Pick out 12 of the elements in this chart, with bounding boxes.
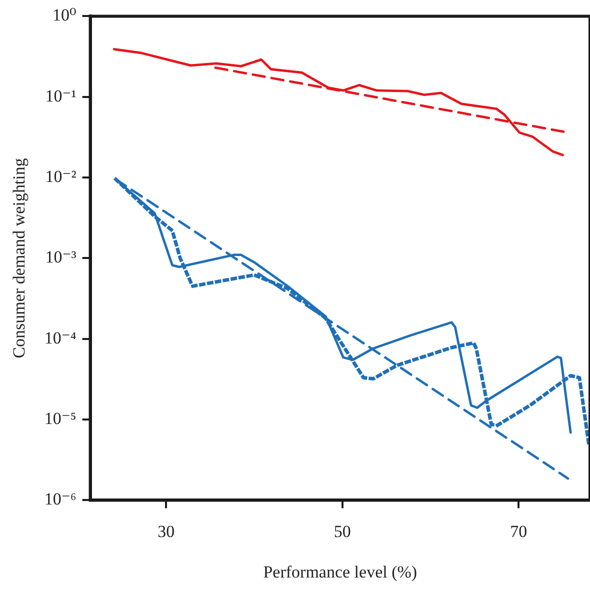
- y-tick-label: 10⁻²: [45, 167, 76, 186]
- y-axis-title: Consumer demand weighting: [10, 158, 29, 358]
- y-tick-label: 10⁻⁴: [44, 328, 76, 348]
- x-tick-label: 70: [510, 522, 528, 541]
- x-tick-label: 50: [334, 522, 351, 541]
- y-tick-label: 10⁻³: [45, 248, 76, 267]
- x-axis-title: Performance level (%): [263, 562, 418, 582]
- y-tick-label: 10⁻⁵: [44, 409, 76, 428]
- y-tick-label: 10⁻⁶: [44, 490, 76, 509]
- x-tick-label: 30: [158, 522, 175, 541]
- y-tick-label: 10⁰: [52, 6, 76, 25]
- y-tick-label: 10⁻¹: [45, 86, 76, 106]
